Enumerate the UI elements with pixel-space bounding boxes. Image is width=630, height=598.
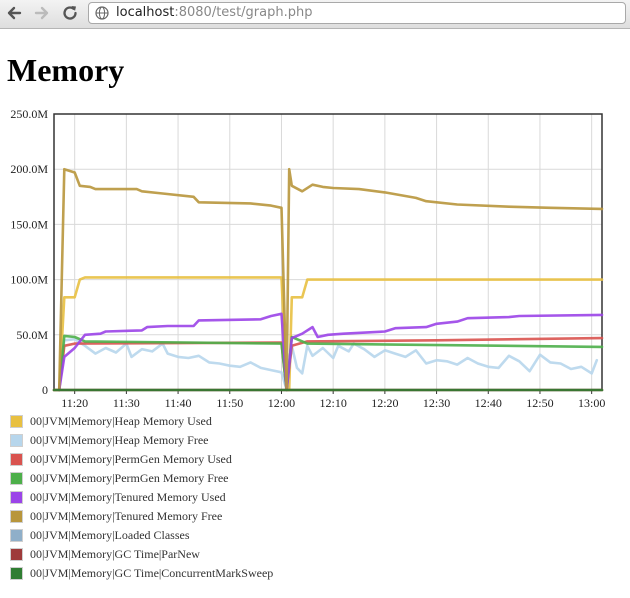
- x-tick-label: 11:40: [165, 396, 192, 409]
- forward-arrow-icon[interactable]: [32, 3, 52, 23]
- series-line-4: [57, 334, 604, 392]
- x-tick-label: 12:40: [475, 396, 502, 409]
- plot-frame: [53, 113, 603, 391]
- legend-swatch: [10, 567, 23, 580]
- legend-swatch: [10, 510, 23, 523]
- legend-label: 00|JVM|Memory|Loaded Classes: [30, 528, 190, 542]
- legend-swatch: [10, 472, 23, 485]
- legend-label: 00|JVM|Memory|GC Time|ParNew: [30, 547, 200, 561]
- y-tick-label: 200.0M: [10, 162, 48, 176]
- reload-icon[interactable]: [60, 3, 80, 23]
- browser-toolbar: localhost:8080/test/graph.php: [0, 0, 630, 29]
- legend-label: 00|JVM|Memory|Tenured Memory Used: [30, 490, 226, 504]
- legend-swatch: [10, 434, 23, 447]
- legend-swatch: [10, 548, 23, 561]
- x-tick-label: 12:20: [371, 396, 398, 409]
- x-tick-label: 11:50: [216, 396, 243, 409]
- legend-item: 00|JVM|Memory|Tenured Memory Free: [10, 507, 273, 526]
- page-title: Memory: [7, 52, 125, 88]
- x-tick-label: 13:00: [578, 396, 605, 409]
- legend-label: 00|JVM|Memory|GC Time|ConcurrentMarkSwee…: [30, 566, 274, 580]
- y-tick-label: 250.0M: [10, 107, 48, 121]
- globe-icon: [95, 6, 109, 20]
- url-host: localhost: [116, 5, 175, 20]
- legend-item: 00|JVM|Memory|PermGen Memory Free: [10, 469, 273, 488]
- legend-label: 00|JVM|Memory|PermGen Memory Used: [30, 452, 232, 466]
- chart-legend: 00|JVM|Memory|Heap Memory Used 00|JVM|Mem…: [10, 412, 273, 583]
- legend-item: 00|JVM|Memory|Heap Memory Used: [10, 412, 273, 431]
- legend-label: 00|JVM|Memory|PermGen Memory Free: [30, 471, 229, 485]
- y-tick-label: 0: [42, 383, 48, 397]
- x-tick-label: 12:50: [526, 396, 553, 409]
- legend-item: 00|JVM|Memory|Tenured Memory Used: [10, 488, 273, 507]
- series-line-1: [52, 276, 604, 392]
- legend-item: 00|JVM|Memory|Loaded Classes: [10, 526, 273, 545]
- series-line-2: [57, 337, 599, 392]
- series-line-5: [57, 312, 604, 392]
- legend-swatch: [10, 491, 23, 504]
- legend-swatch: [10, 529, 23, 542]
- memory-chart: 0 50.0M 100.0M 150.0M 200.0M 250.0M 11:20 11:30…: [10, 107, 605, 409]
- x-tick-label: 11:20: [61, 396, 88, 409]
- legend-item: 00|JVM|Memory|GC Time|ParNew: [10, 545, 273, 564]
- x-tick-label: 12:30: [423, 396, 450, 409]
- legend-swatch: [10, 415, 23, 428]
- y-tick-label: 100.0M: [10, 273, 48, 287]
- address-bar[interactable]: localhost:8080/test/graph.php: [88, 2, 626, 24]
- legend-label: 00|JVM|Memory|Heap Memory Free: [30, 433, 209, 447]
- url-path: /test/graph.php: [211, 5, 313, 20]
- x-tick-label: 12:10: [319, 396, 346, 409]
- legend-item: 00|JVM|Memory|Heap Memory Free: [10, 431, 273, 450]
- x-tick-label: 12:00: [268, 396, 295, 409]
- x-tick-label: 11:30: [113, 396, 140, 409]
- legend-item: 00|JVM|Memory|GC Time|ConcurrentMarkSwee…: [10, 564, 273, 583]
- y-tick-label: 150.0M: [10, 217, 48, 231]
- y-tick-label: 50.0M: [16, 328, 48, 342]
- url-text: localhost:8080/test/graph.php: [116, 5, 312, 20]
- url-port: :8080: [174, 5, 212, 20]
- legend-item: 00|JVM|Memory|PermGen Memory Used: [10, 450, 273, 469]
- legend-swatch: [10, 453, 23, 466]
- legend-label: 00|JVM|Memory|Heap Memory Used: [30, 414, 212, 428]
- back-arrow-icon[interactable]: [4, 3, 24, 23]
- legend-label: 00|JVM|Memory|Tenured Memory Free: [30, 509, 223, 523]
